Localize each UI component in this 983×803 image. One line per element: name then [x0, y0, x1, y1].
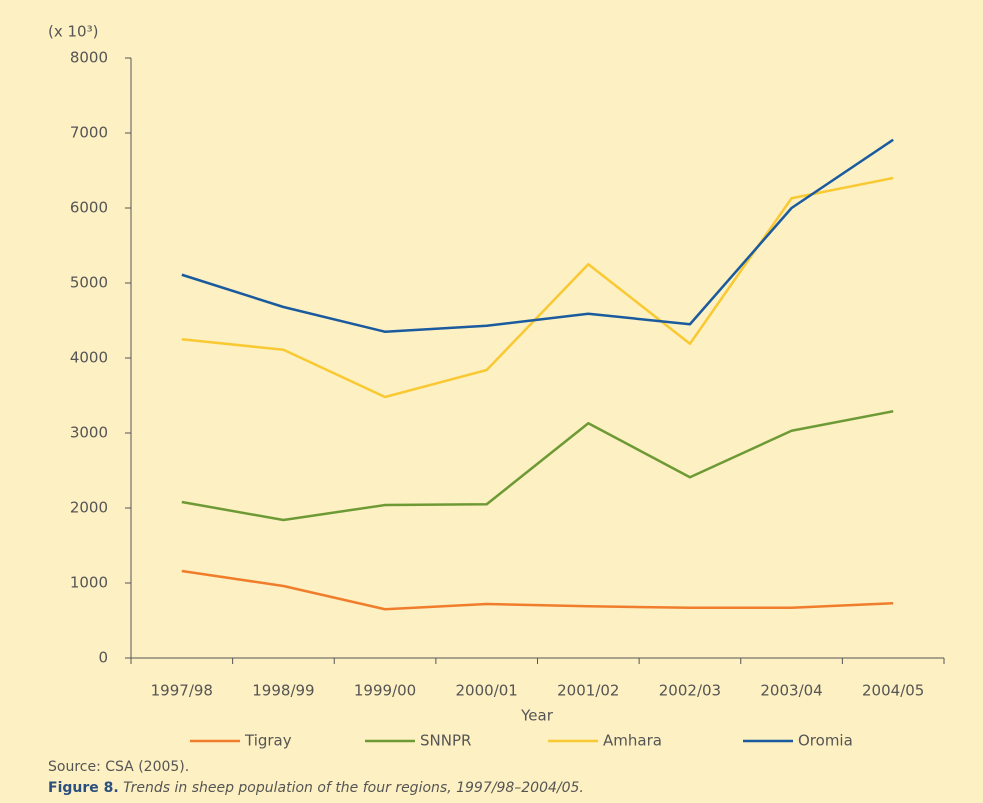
y-tick-label: 4000	[70, 349, 108, 367]
y-tick-label: 7000	[70, 124, 108, 142]
y-tick-label: 8000	[70, 49, 108, 67]
legend-label: Amhara	[603, 732, 662, 750]
x-tick-label: 2000/01	[456, 682, 518, 700]
legend-label: Tigray	[244, 732, 292, 750]
series-line	[181, 410, 894, 522]
x-tick-label: 1999/00	[354, 682, 416, 700]
y-tick-label: 1000	[70, 574, 108, 592]
y-unit: (x 10³)	[48, 23, 98, 41]
source: Source: CSA (2005).	[48, 759, 189, 775]
caption-label: Figure 8.	[48, 780, 119, 796]
caption-text: Trends in sheep population of the four r…	[123, 780, 584, 796]
legend-label: SNNPR	[420, 732, 471, 750]
y-tick-label: 6000	[70, 199, 108, 217]
x-tick-label: 1998/99	[252, 682, 314, 700]
x-tick-label: 2001/02	[557, 682, 619, 700]
series-line	[181, 569, 894, 611]
caption: Figure 8. Trends in sheep population of …	[48, 780, 584, 796]
series-line	[181, 138, 894, 333]
y-tick-label: 5000	[70, 274, 108, 292]
x-tick-label: 1997/98	[151, 682, 213, 700]
x-tick-label: 2003/04	[760, 682, 822, 700]
x-axis-title: Year	[520, 707, 554, 725]
y-tick-label: 2000	[70, 499, 108, 517]
y-tick-label: 0	[98, 649, 108, 667]
legend-label: Oromia	[798, 732, 853, 750]
x-tick-label: 2002/03	[659, 682, 721, 700]
series-line	[181, 176, 894, 399]
y-tick-label: 3000	[70, 424, 108, 442]
x-tick-label: 2004/05	[862, 682, 924, 700]
